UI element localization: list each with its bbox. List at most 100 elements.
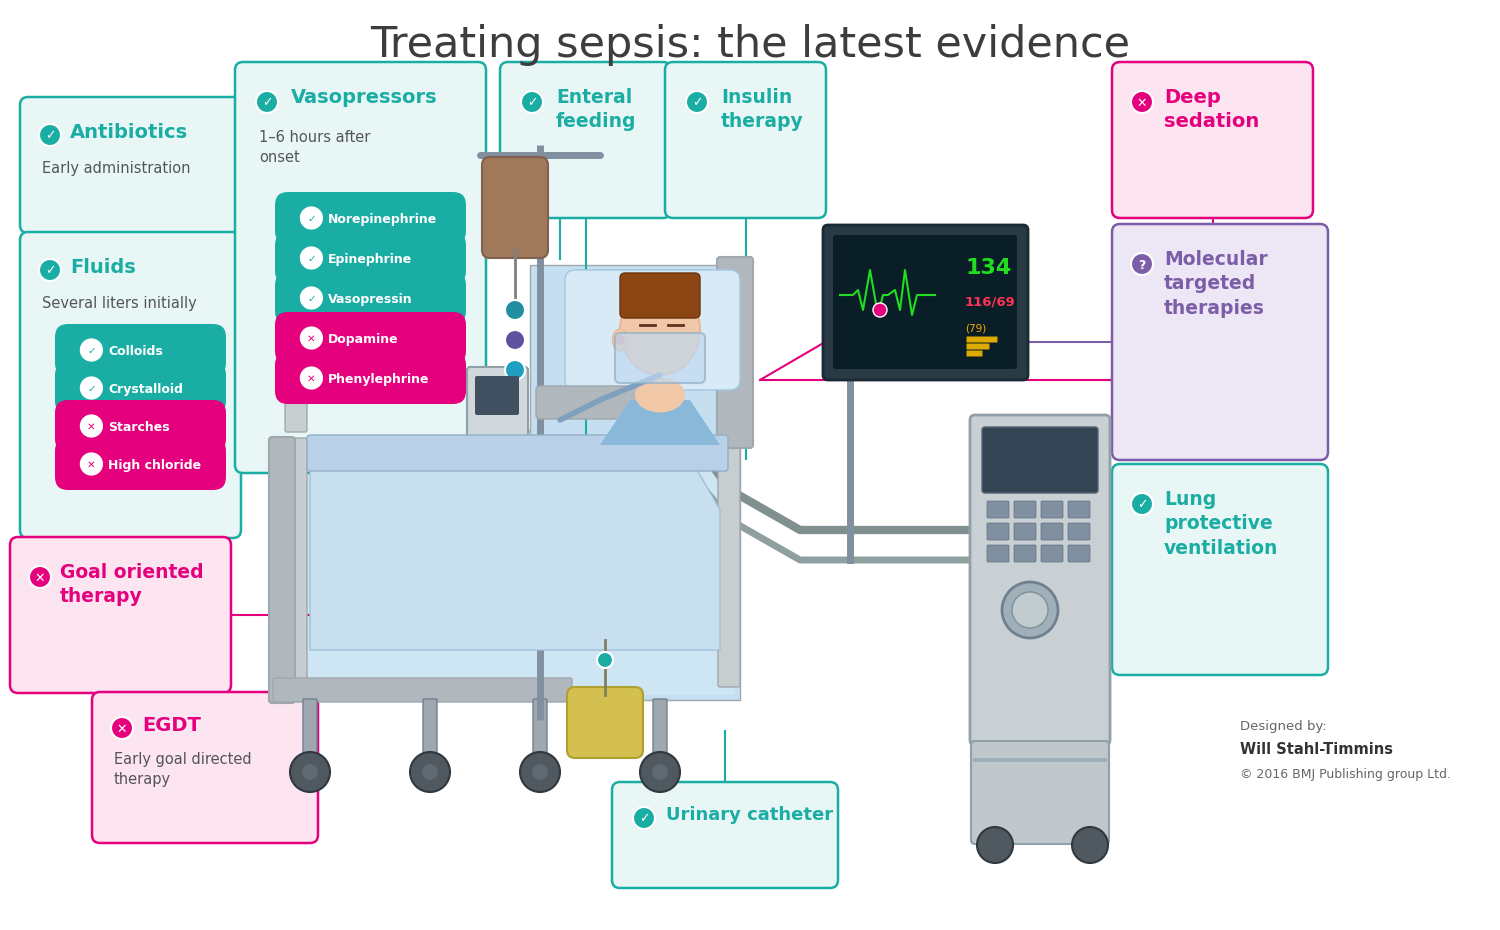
Text: Dopamine: Dopamine [328,333,399,346]
Circle shape [1013,592,1048,628]
Circle shape [1002,582,1058,638]
FancyBboxPatch shape [664,62,826,218]
FancyBboxPatch shape [987,545,1010,562]
FancyBboxPatch shape [833,235,1017,369]
Circle shape [506,330,525,350]
Text: ✕: ✕ [1137,97,1148,110]
Circle shape [256,91,278,113]
Circle shape [1131,91,1154,113]
Circle shape [39,259,62,281]
FancyBboxPatch shape [987,523,1010,540]
FancyBboxPatch shape [987,501,1010,518]
Text: High chloride: High chloride [108,458,201,472]
FancyBboxPatch shape [56,400,226,452]
Text: ✓: ✓ [308,254,316,264]
Text: Enteral
feeding: Enteral feeding [556,88,636,131]
Polygon shape [600,400,720,445]
FancyBboxPatch shape [1014,501,1036,518]
Polygon shape [290,430,740,700]
FancyBboxPatch shape [436,602,513,648]
FancyBboxPatch shape [56,362,226,414]
FancyBboxPatch shape [10,537,231,693]
Circle shape [1072,827,1108,863]
Text: 116/69: 116/69 [964,295,1016,308]
Circle shape [615,335,626,345]
FancyBboxPatch shape [466,367,528,443]
FancyBboxPatch shape [20,97,242,233]
Circle shape [410,752,450,792]
Text: ✕: ✕ [87,460,96,470]
Text: Urinary catheter: Urinary catheter [666,806,832,824]
Text: ✕: ✕ [308,334,316,344]
Circle shape [300,287,322,309]
FancyBboxPatch shape [532,699,548,761]
Text: ✓: ✓ [526,97,537,110]
FancyBboxPatch shape [1068,501,1090,518]
Circle shape [652,764,668,780]
FancyBboxPatch shape [966,343,990,350]
FancyBboxPatch shape [274,272,466,324]
Text: ✓: ✓ [308,214,316,224]
Circle shape [506,300,525,320]
Circle shape [300,367,322,389]
Ellipse shape [612,329,627,351]
Polygon shape [310,440,720,650]
FancyBboxPatch shape [970,741,1108,844]
FancyBboxPatch shape [1014,523,1036,540]
FancyBboxPatch shape [274,232,466,284]
FancyBboxPatch shape [274,352,466,404]
Circle shape [81,339,102,361]
Circle shape [1131,493,1154,515]
FancyBboxPatch shape [500,62,670,218]
Circle shape [81,453,102,475]
FancyBboxPatch shape [612,782,839,888]
FancyBboxPatch shape [1041,523,1064,540]
FancyBboxPatch shape [1041,545,1064,562]
Circle shape [290,752,330,792]
Ellipse shape [620,285,701,375]
Circle shape [633,807,656,829]
FancyBboxPatch shape [824,225,1028,380]
Text: Vasopressin: Vasopressin [328,293,412,305]
Text: ✕: ✕ [308,374,316,384]
Circle shape [300,207,322,229]
Circle shape [506,360,525,380]
Text: Several liters initially: Several liters initially [42,296,196,311]
Text: Colloids: Colloids [108,344,164,357]
Circle shape [81,377,102,399]
FancyBboxPatch shape [615,333,705,383]
Circle shape [111,717,134,739]
Text: Phenylephrine: Phenylephrine [328,373,430,386]
FancyBboxPatch shape [1014,545,1036,562]
Circle shape [686,91,708,113]
Circle shape [640,752,680,792]
Text: ✓: ✓ [639,813,650,826]
Text: Goal oriented
therapy: Goal oriented therapy [60,563,204,606]
Circle shape [39,124,62,146]
Text: Molecular
targeted
therapies: Molecular targeted therapies [1164,250,1268,317]
Ellipse shape [634,378,686,413]
Text: ✓: ✓ [87,384,96,394]
FancyBboxPatch shape [1112,62,1312,218]
Text: ✕: ✕ [34,572,45,584]
FancyBboxPatch shape [567,687,644,758]
FancyBboxPatch shape [273,678,572,702]
Circle shape [28,566,51,588]
Text: Early goal directed
therapy: Early goal directed therapy [114,752,252,787]
FancyBboxPatch shape [1068,545,1090,562]
Text: ✓: ✓ [261,97,273,110]
FancyBboxPatch shape [20,232,242,538]
FancyBboxPatch shape [966,351,982,356]
Text: (79): (79) [964,323,987,333]
FancyBboxPatch shape [285,258,308,432]
FancyBboxPatch shape [92,692,318,843]
Text: ✓: ✓ [45,264,56,277]
Text: Fluids: Fluids [70,258,135,277]
Text: Insulin
therapy: Insulin therapy [722,88,804,131]
Circle shape [81,415,102,437]
Text: © 2016 BMJ Publishing group Ltd.: © 2016 BMJ Publishing group Ltd. [1240,768,1450,781]
Text: Norepinephrine: Norepinephrine [328,212,438,225]
Circle shape [597,652,613,668]
FancyBboxPatch shape [274,312,466,364]
Text: Lung
protective
ventilation: Lung protective ventilation [1164,490,1278,557]
